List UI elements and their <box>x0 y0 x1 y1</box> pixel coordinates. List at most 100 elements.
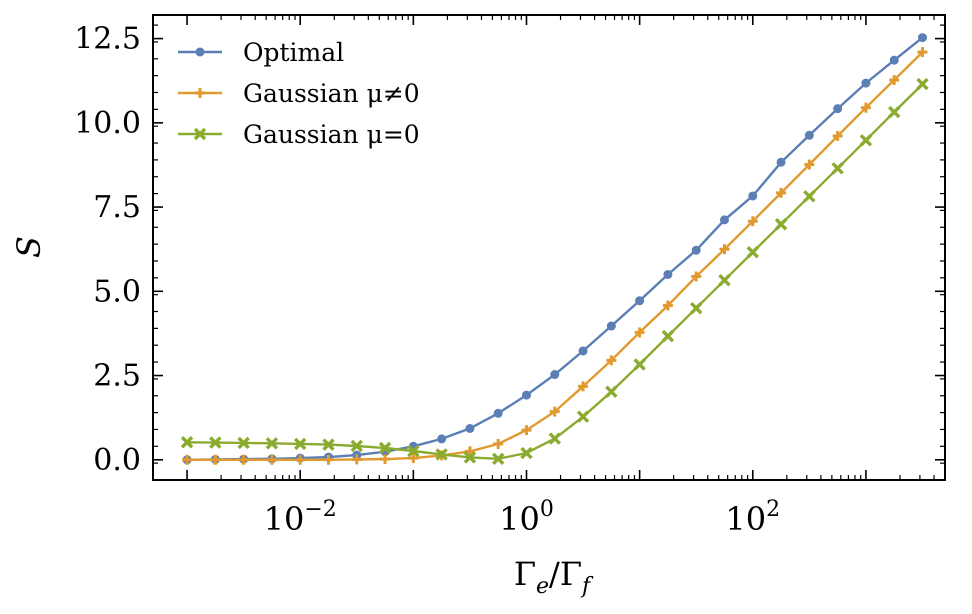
data-point <box>776 157 786 167</box>
data-point <box>860 102 871 113</box>
data-point <box>265 437 279 450</box>
data-point <box>463 451 477 464</box>
data-point <box>662 300 673 311</box>
data-point <box>578 346 588 356</box>
data-point <box>747 216 758 227</box>
legend-entry-2: Gaussian μ≠0 <box>178 79 420 108</box>
legend: Optimal Gaussian μ≠0 Gaussian μ=0 <box>178 38 420 149</box>
data-point <box>493 438 504 449</box>
legend-label: Optimal <box>243 38 344 67</box>
data-point <box>663 269 673 279</box>
data-point <box>380 454 391 465</box>
data-point <box>859 134 873 147</box>
y-tick-label: 10.0 <box>74 106 141 141</box>
data-point <box>521 390 531 400</box>
data-point <box>465 423 475 433</box>
data-point <box>689 301 703 315</box>
data-point <box>195 88 205 98</box>
data-point <box>576 410 590 423</box>
x-axis-label-gamma-e: Γ <box>514 555 536 593</box>
y-tick-label: 0.0 <box>93 443 141 478</box>
data-point <box>294 437 307 451</box>
data-point <box>606 321 616 331</box>
data-point <box>323 454 334 465</box>
plot-frame <box>152 14 946 481</box>
data-point <box>550 370 560 380</box>
legend-entry-3: Gaussian μ=0 <box>178 120 420 149</box>
data-point <box>804 159 815 170</box>
data-point <box>437 434 447 444</box>
legend-label: Gaussian μ=0 <box>243 120 420 149</box>
data-point <box>633 358 646 371</box>
x-axis-label-sub-e: e <box>536 574 549 599</box>
data-point <box>804 130 814 140</box>
data-point <box>719 244 730 255</box>
data-point <box>776 187 787 198</box>
data-point <box>521 425 532 436</box>
data-point <box>833 104 843 114</box>
data-point <box>634 327 645 338</box>
data-point <box>746 246 759 259</box>
data-point <box>635 296 645 306</box>
data-point <box>209 436 222 449</box>
x-tick-label: 102 <box>725 497 780 538</box>
data-point <box>193 127 207 141</box>
data-point <box>195 47 205 57</box>
x-axis-label: Γe/Γf <box>514 555 594 599</box>
data-point <box>491 452 505 465</box>
series-line <box>187 51 924 461</box>
data-point <box>350 439 363 453</box>
data-point <box>605 385 618 398</box>
legend-entry-1: Optimal <box>178 38 344 67</box>
data-point <box>748 191 758 201</box>
data-point <box>917 33 927 43</box>
data-point <box>691 245 701 255</box>
x-axis-label-sub-f: f <box>580 574 594 599</box>
data-point <box>691 271 702 282</box>
data-point <box>182 454 193 465</box>
legend-label: Gaussian μ≠0 <box>243 79 420 108</box>
data-point <box>435 448 448 461</box>
x-axis-label-slash: /Γ <box>549 555 582 593</box>
data-point <box>832 130 843 141</box>
data-point <box>520 446 533 460</box>
data-point <box>889 55 899 65</box>
data-point <box>578 381 589 392</box>
data-point <box>493 408 503 418</box>
y-tick-label: 2.5 <box>93 359 141 394</box>
data-point <box>351 454 362 465</box>
x-tick-label: 10−2 <box>264 497 337 538</box>
data-point <box>803 190 816 203</box>
data-point <box>917 47 928 58</box>
x-tick-label: 100 <box>499 497 554 538</box>
data-point <box>718 273 731 287</box>
data-point <box>295 454 306 465</box>
y-tick-label: 12.5 <box>74 22 141 57</box>
y-tick-label: 5.0 <box>93 274 141 309</box>
data-point <box>861 78 871 88</box>
data-point <box>831 162 844 175</box>
y-axis-label: S <box>10 236 48 258</box>
data-point <box>238 454 249 465</box>
data-point <box>774 218 788 231</box>
data-point <box>180 436 194 449</box>
data-point <box>378 441 392 455</box>
data-point <box>916 77 929 91</box>
data-point <box>266 454 277 465</box>
y-tick-label: 7.5 <box>93 190 141 225</box>
data-point <box>322 438 335 451</box>
axis-ticks: 0.0 2.5 5.0 7.5 10.0 12.5 10−2 100 102 <box>74 15 946 538</box>
data-point <box>464 446 475 457</box>
data-point <box>237 436 250 450</box>
data-point <box>719 215 729 225</box>
series-3 <box>180 77 929 465</box>
data-point <box>549 406 560 417</box>
series-group <box>180 33 929 465</box>
data-point <box>889 75 900 86</box>
data-point <box>408 453 419 464</box>
data-point <box>606 355 617 366</box>
data-point <box>210 454 221 465</box>
series-2 <box>182 47 928 465</box>
data-point <box>548 432 561 445</box>
